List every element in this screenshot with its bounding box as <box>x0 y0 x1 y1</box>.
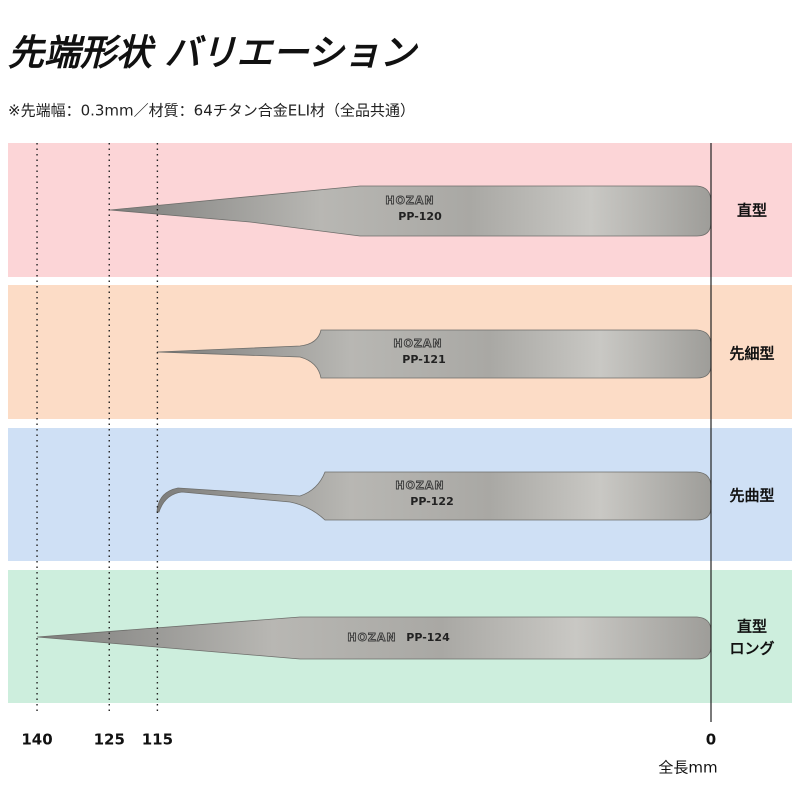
type-label: 直型 <box>737 618 767 636</box>
tick-label: 125 <box>94 731 125 749</box>
type-label: 先細型 <box>729 345 774 363</box>
tick-label: 115 <box>142 731 173 749</box>
brand: HOZAN <box>385 194 434 207</box>
model: PP-120 <box>398 210 442 223</box>
brand: HOZAN <box>395 479 444 492</box>
tick-label: 0 <box>706 731 716 749</box>
type-label: 先曲型 <box>729 487 774 505</box>
model: PP-121 <box>402 353 445 366</box>
type-label: ロング <box>729 640 774 658</box>
brand: HOZAN <box>347 631 396 644</box>
axis-unit: 全長mm <box>658 759 717 777</box>
model: PP-124 <box>406 631 450 644</box>
brand: HOZAN <box>393 337 442 350</box>
model: PP-122 <box>410 495 453 508</box>
title: 先端形状 バリエーション <box>8 33 419 74</box>
note: ※先端幅：0.3mm／材質：64チタン合金ELI材（全品共通） <box>8 102 415 120</box>
tick-label: 140 <box>21 731 52 749</box>
type-label: 直型 <box>737 202 767 220</box>
